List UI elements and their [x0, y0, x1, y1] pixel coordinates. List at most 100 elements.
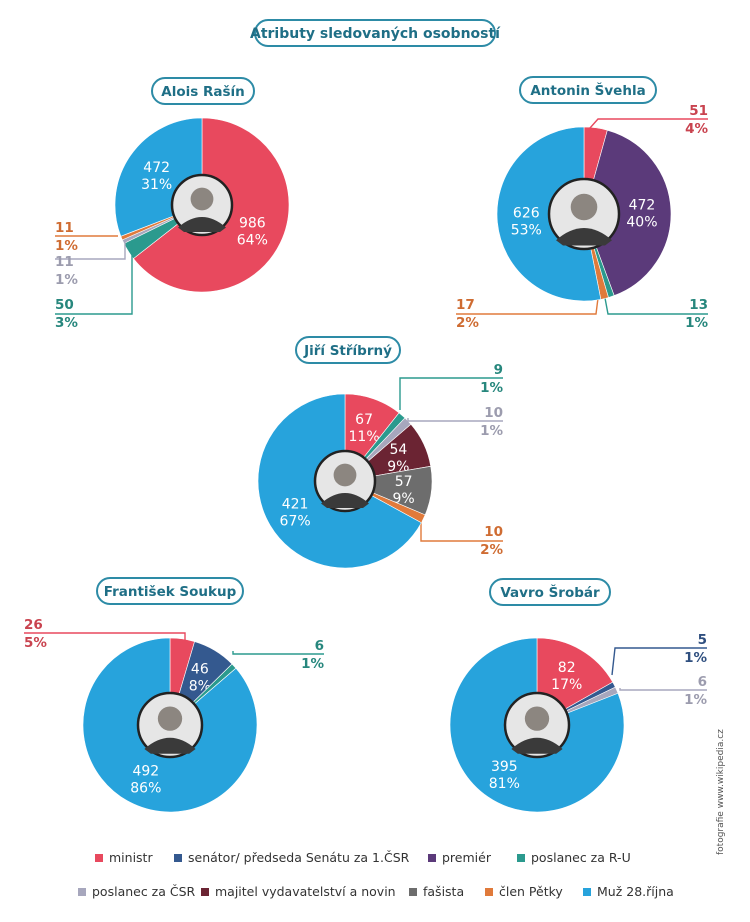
data-label-value-muz28: 472: [143, 160, 170, 176]
portrait-head: [157, 706, 183, 731]
person-name-vavro-srobar: Vavro Šrobár: [489, 578, 611, 606]
legend-label: fašista: [423, 884, 465, 899]
legend-swatch: [409, 887, 417, 896]
legend-row-2: poslanec za ČSR majitel vydavatelství a …: [0, 884, 750, 902]
data-label-percent-senator: 1%: [684, 650, 707, 666]
legend-swatch: [485, 887, 493, 896]
data-label-percent-ministr: 17%: [551, 677, 582, 693]
person-name-antonin-svehla-frame: [519, 76, 657, 104]
callout-line-poslanec_ru: [232, 651, 324, 655]
callout-line-clen_petky: [456, 297, 599, 315]
person-name-vavro-srobar-frame: [489, 578, 611, 606]
photo-credit-text: fotografie www.wikipedia.cz: [716, 729, 726, 855]
data-label-percent-poslanec_ru: 1%: [480, 380, 503, 396]
data-label-value-ministr: 82: [558, 660, 576, 676]
legend-label: ministr: [109, 850, 153, 865]
portrait-photo: [503, 691, 571, 759]
callout-line-poslanec_ru: [55, 224, 133, 315]
legend-label: senátor/ předseda Senátu za 1.ČSR: [188, 850, 410, 865]
data-label-value-poslanec_csr: 10: [484, 405, 503, 421]
data-label-value-poslanec_ru: 50: [55, 297, 74, 313]
portrait-shoulders: [511, 737, 563, 754]
legend-label: premiér: [442, 850, 491, 865]
data-label-value-clen_petky: 11: [55, 220, 74, 236]
person-name-frantisek-soukup: František Soukup: [96, 577, 244, 605]
data-label-percent-poslanec_csr: 1%: [55, 272, 78, 288]
data-label-value-majitel: 54: [389, 442, 407, 458]
person-name-jiri-stribrny-frame: [295, 336, 401, 364]
legend-swatch: [201, 887, 209, 896]
legend-item-premier: premiér: [428, 850, 491, 865]
callout-line-poslanec_ru: [399, 377, 503, 410]
callout-line-poslanec_ru: [604, 297, 708, 315]
portrait-photo: [547, 177, 621, 251]
data-label-percent-muz28: 67%: [280, 514, 311, 530]
legend-swatch: [95, 853, 103, 862]
portrait-shoulders: [178, 217, 226, 232]
data-label-percent-ministr: 11%: [349, 429, 380, 445]
legend-item-majitel: majitel vydavatelství a novin: [201, 884, 396, 899]
data-label-percent-fasista: 9%: [393, 491, 415, 507]
data-label-value-muz28: 492: [132, 764, 159, 780]
person-name-antonin-svehla-text: Antonin Švehla: [530, 81, 645, 99]
data-label-percent-poslanec_csr: 1%: [480, 423, 503, 439]
legend-item-senator: senátor/ předseda Senátu za 1.ČSR: [174, 850, 409, 865]
legend-item-poslanec-csr: poslanec za ČSR: [78, 884, 195, 899]
data-label-value-poslanec_csr: 6: [698, 674, 707, 690]
data-label-value-poslanec_csr: 11: [55, 254, 74, 270]
legend-label: poslanec za ČSR: [92, 884, 196, 899]
data-label-value-fasista: 57: [395, 474, 413, 490]
data-label-value-clen_petky: 17: [456, 297, 475, 313]
portrait-head: [190, 187, 214, 211]
legend-item-clen-petky: člen Pětky: [485, 884, 563, 899]
callout-line-ministr: [589, 118, 708, 129]
data-label-percent-poslanec_ru: 1%: [301, 656, 324, 672]
data-label-value-ministr: 986: [239, 216, 266, 232]
portrait-head: [570, 193, 598, 221]
data-label-percent-poslanec_ru: 1%: [685, 315, 708, 331]
portrait-photo: [313, 449, 377, 513]
data-label-percent-muz28: 31%: [141, 177, 172, 193]
callout-line-clen_petky: [420, 520, 503, 542]
data-label-value-senator: 5: [698, 632, 707, 648]
data-label-percent-ministr: 5%: [24, 635, 47, 651]
person-name-jiri-stribrny: Jiří Stříbrný: [295, 336, 401, 364]
person-name-alois-rasin: Alois Rašín: [151, 77, 255, 105]
callout-line-ministr: [24, 632, 186, 641]
page-title: Atributy sledovaných osobností: [250, 19, 501, 47]
person-name-vavro-srobar-text: Vavro Šrobár: [500, 583, 600, 601]
person-name-alois-rasin-text: Alois Rašín: [161, 84, 245, 100]
data-label-value-premier: 472: [629, 198, 656, 214]
legend-swatch: [517, 853, 525, 862]
data-label-percent-poslanec_csr: 1%: [684, 692, 707, 708]
legend-item-poslanec-ru: poslanec za R-U: [517, 850, 631, 865]
data-label-percent-ministr: 64%: [237, 233, 268, 249]
data-label-value-poslanec_ru: 9: [494, 362, 503, 378]
portrait-photo: [136, 691, 204, 759]
legend-item-muz28: Muž 28.října: [583, 884, 674, 899]
data-label-value-ministr: 67: [355, 412, 373, 428]
pie-slice-muz28: [82, 637, 258, 813]
portrait-head: [524, 706, 550, 731]
portrait-shoulders: [144, 737, 196, 754]
data-label-percent-clen_petky: 2%: [456, 315, 479, 331]
data-label-value-muz28: 626: [513, 206, 540, 222]
portrait-head: [333, 463, 357, 487]
portrait-photo: [170, 173, 234, 237]
person-name-alois-rasin-frame: [151, 77, 255, 105]
portrait-shoulders: [556, 228, 612, 246]
legend-label: majitel vydavatelství a novin: [215, 884, 396, 899]
person-name-antonin-svehla: Antonin Švehla: [519, 76, 657, 104]
legend-label: Muž 28.října: [597, 884, 674, 899]
data-label-value-poslanec_ru: 13: [689, 297, 708, 313]
data-label-value-ministr: 51: [689, 103, 708, 119]
data-label-value-ministr: 26: [24, 617, 43, 633]
legend-label: poslanec za R-U: [531, 850, 631, 865]
pie-slice-premier: [583, 129, 672, 296]
legend-item-fasista: fašista: [409, 884, 464, 899]
